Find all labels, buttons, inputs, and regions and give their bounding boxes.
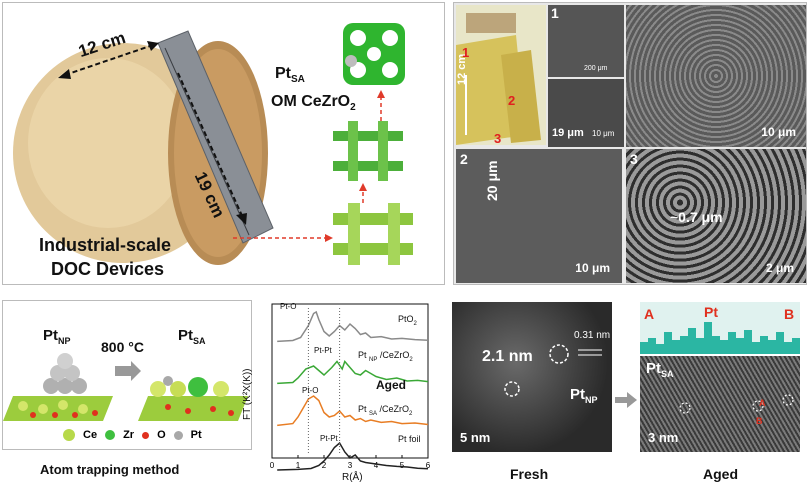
aged-tem-image: PtSA A B 3 nm [640, 356, 800, 452]
atom-trapping-caption: Atom trapping method [40, 462, 180, 477]
profile-label-a: A [644, 306, 655, 322]
doc-device-illustration [13, 23, 413, 265]
pt-sa-label: PtSA [275, 65, 305, 86]
panel-atom-trapping: PtNP 800 °C PtSA Ce Zr O Pt [2, 300, 252, 450]
x-tick-label: 6 [426, 461, 431, 470]
legend-zr-label: Zr [123, 429, 135, 441]
series-label-ptsa: Pt SA /CeZrO2 [358, 404, 413, 417]
sem2-scale: 10 μm [575, 261, 610, 275]
chart-ylabel: FT (K²X(K)) [242, 368, 253, 420]
fresh-pt-np-label: PtNP [570, 386, 598, 405]
aged-label: Aged [376, 378, 406, 392]
green-scaffold-mid [333, 121, 403, 181]
legend-o-swatch [142, 431, 150, 439]
legend-pt-label: Pt [190, 429, 202, 441]
x-tick-label: 5 [400, 461, 405, 470]
legend-ce-swatch [63, 429, 75, 441]
annotation-pt-o-top: Pt-O [280, 302, 297, 311]
aged-mark-b: B [756, 416, 763, 426]
inset-panel-number: 1 [551, 5, 559, 21]
atom-trapping-illustration [3, 353, 248, 421]
sem-inset-bottom: 19 μm 10 μm [548, 79, 624, 147]
pt-np-label: PtNP [43, 327, 71, 346]
x-tick-label: 2 [322, 461, 327, 470]
fresh-size-label: 2.1 nm [482, 348, 533, 365]
series-label-ptfoil: Pt foil [398, 434, 421, 444]
intensity-profile: A Pt B [640, 302, 800, 354]
sem-inset-top: 1 200 μm [548, 5, 624, 77]
profile-label-pt: Pt [704, 304, 718, 320]
tem-fresh-markers [504, 344, 602, 397]
aged-pt-sa-label: PtSA [646, 360, 674, 379]
om-cezro2-label: OM CeZrO2 [271, 93, 356, 114]
sem-image-1: 10 μm [626, 5, 806, 147]
series-line-2 [277, 395, 429, 427]
series-label-ptnp: Pt NP /CeZrO2 [358, 350, 413, 363]
inset-bottom-scale: 10 μm [592, 129, 615, 138]
aged-scale-label: 3 nm [648, 430, 679, 445]
red-marker-1: 1 [462, 45, 470, 60]
inset-top-scale: 200 μm [584, 65, 608, 72]
exafs-plot: 0 1 2 3 4 5 6 [270, 303, 431, 471]
x-tick-label: 1 [296, 461, 301, 470]
series-line-0 [277, 310, 429, 343]
green-scaffold-small [333, 203, 413, 265]
sem3-pore-size: ~0.7 μm [670, 209, 723, 225]
monolith-photo: 12 cm 1 2 3 [456, 5, 546, 146]
fresh-to-aged-arrow [615, 392, 637, 413]
legend-zr-swatch [105, 430, 116, 440]
pt-sa-label-c: PtSA [178, 327, 206, 346]
annotation-pt-pt-mid: Pt-Pt [314, 346, 332, 355]
lattice-spacing-label: 0.31 nm [574, 330, 611, 341]
panel-doc-device: 12 cm 19 cm PtSA OM CeZrO2 Industrial-sc… [2, 2, 445, 285]
monolith-drawing [456, 13, 541, 145]
om-framework [343, 23, 405, 85]
legend-ce-label: Ce [83, 429, 98, 441]
x-tick-label: 3 [348, 461, 353, 470]
aged-mark-a: A [759, 398, 766, 408]
series-line-1 [277, 360, 429, 385]
sem2-panel-number: 2 [460, 151, 468, 167]
sem1-scale: 10 μm [761, 125, 796, 139]
inset-arrow-label: 19 μm [552, 127, 584, 139]
doc-caption-line2: DOC Devices [51, 259, 165, 279]
atom-legend: Ce Zr O Pt [63, 429, 202, 441]
chart-xlabel: R(Å) [342, 472, 363, 483]
intensity-histogram [640, 322, 800, 354]
fresh-caption: Fresh [510, 466, 549, 482]
series-label-pto2: PtO2 [398, 314, 417, 327]
panel-tem-aged: A Pt B PtSA A B 3 nm [640, 302, 800, 452]
fresh-scale-label: 5 nm [460, 430, 491, 445]
red-marker-2: 2 [508, 93, 516, 108]
doc-caption-line1: Industrial-scale [39, 235, 172, 255]
aged-tem-markers [679, 394, 794, 414]
sem3-scale: 2 μm [765, 261, 794, 275]
panel-sem-montage: 12 cm 1 2 3 1 200 μm 19 μm 10 μm 10 μm 2… [453, 2, 807, 285]
temperature-label: 800 °C [101, 339, 144, 355]
sem3-panel-number: 3 [630, 151, 638, 167]
profile-label-b: B [784, 306, 795, 322]
x-tick-label: 0 [270, 461, 275, 470]
series-line-3 [277, 441, 429, 471]
red-marker-3: 3 [494, 131, 502, 146]
legend-o-label: O [157, 429, 166, 441]
aged-caption: Aged [703, 466, 738, 482]
legend-pt-swatch [173, 430, 183, 440]
x-tick-label: 4 [374, 461, 379, 470]
panel-exafs-chart: 0 1 2 3 4 5 6 FT (K²X(K)) R(Å) Aged Pt-O Pt-Pt… [242, 300, 438, 485]
annotation-pt-o-mid: Pt-O [302, 386, 319, 395]
panel-tem-fresh: 2.1 nm 0.31 nm PtNP 5 nm [452, 302, 612, 452]
sem2-thickness: 20 μm [484, 160, 500, 201]
annotation-pt-pt-bottom: Pt-Pt [320, 434, 338, 443]
sem-image-2: 2 20 μm 10 μm [456, 149, 622, 283]
sem-image-3: 3 ~0.7 μm 2 μm [626, 149, 806, 283]
